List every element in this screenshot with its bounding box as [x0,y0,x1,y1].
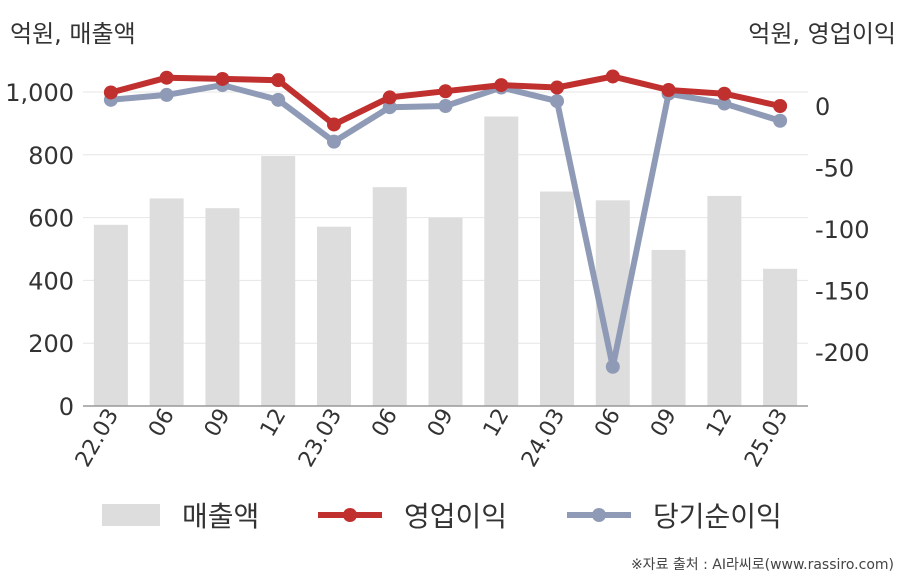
op-income-point [661,83,676,98]
sales-bar [93,224,128,406]
right-tick-label: 0 [815,93,830,121]
sales-bar [372,187,407,406]
source-note: ※자료 출처 : AI라씨로(www.rassiro.com) [630,557,894,573]
net-income-point [773,113,788,128]
op-income-point [438,84,453,99]
net-income-point [605,359,620,374]
x-tick-label: 06 [367,405,403,442]
x-tick-label: 23.03 [294,405,347,472]
right-tick-label: -100 [815,216,869,244]
x-tick-label: 12 [256,405,292,442]
sales-bar [763,268,798,406]
right-tick-label: -50 [815,155,854,183]
x-tick-label: 09 [646,405,682,442]
net-income-point [550,94,565,109]
sales-bar [707,195,742,406]
legend-label-net-income: 당기순이익 [653,500,782,533]
line-series [103,69,788,374]
legend-label-op-income: 영업이익 [404,500,508,533]
x-tick-label: 12 [702,405,738,442]
x-tick-label: 06 [590,405,626,442]
left-tick-label: 1,000 [5,79,74,107]
x-tick-label: 09 [423,405,459,442]
net-income-point [382,100,397,115]
op-income-point [159,70,174,85]
legend-swatch-sales [102,504,160,526]
left-tick-label: 400 [28,267,74,295]
right-tick-label: -200 [815,339,869,367]
sales-bar [261,156,296,406]
op-income-point [494,78,509,93]
sales-bars [93,116,798,406]
x-tick-label: 12 [479,405,515,442]
left-tick-label: 800 [28,142,74,170]
op-income-point [773,99,788,113]
left-axis-ticks: 0 200 400 600 800 1,000 [5,79,74,421]
x-tick-label: 25.03 [740,405,793,472]
x-axis-ticks: 22.03 06 09 12 23.03 06 09 12 24.03 06 09 12 25.03 [71,405,793,472]
x-tick-label: 22.03 [71,405,124,472]
right-axis-ticks: 0 -50 -100 -150 -200 [815,93,869,367]
sales-bar [484,116,519,406]
op-income-point [382,90,397,105]
op-income-point [717,86,732,101]
sales-bar [205,208,240,406]
left-axis-unit: 억원, 매출액 [10,20,136,48]
net-income-point [717,96,732,111]
op-income-point [215,71,230,86]
legend-swatch-net-income [567,504,631,526]
op-income-point [605,69,620,84]
legend-swatch-op-income [318,504,382,526]
left-tick-label: 200 [28,330,74,358]
op-income-point [103,85,118,100]
left-tick-label: 600 [28,205,74,233]
op-income-point [326,117,341,132]
net-income-point [326,134,341,149]
sales-bar [651,249,686,406]
x-tick-label: 06 [144,405,180,442]
right-axis-unit: 억원, 영업이익 [748,20,896,48]
x-tick-label: 09 [200,405,236,442]
sales-bar [428,217,463,406]
op-income-point [550,80,565,95]
legend-item-sales: 매출액 [102,490,259,540]
net-income-point [159,87,174,102]
sales-bar [149,198,184,406]
left-tick-label: 0 [59,393,74,421]
legend: 매출액 영업이익 당기순이익 [0,490,908,540]
x-tick-label: 24.03 [517,405,570,472]
net-income-point [438,99,453,113]
right-tick-label: -150 [815,278,869,306]
legend-item-net-income: 당기순이익 [567,490,782,540]
legend-label-sales: 매출액 [182,500,260,533]
sales-bar [316,226,351,406]
legend-item-op-income: 영업이익 [318,490,507,540]
sales-bar [540,191,575,406]
net-income-point [271,92,286,107]
op-income-point [271,73,286,88]
